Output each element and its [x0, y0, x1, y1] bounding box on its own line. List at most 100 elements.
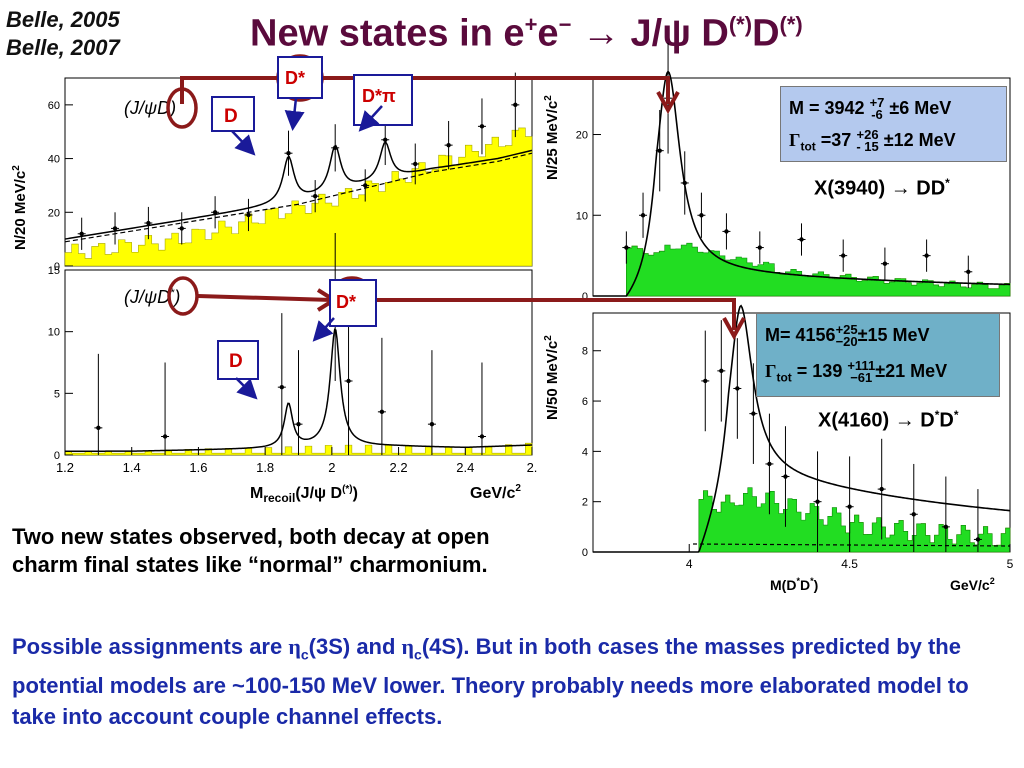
x-unit-label: GeV/c2 — [950, 576, 995, 593]
y-tick-label: 40 — [48, 154, 60, 166]
data-point — [924, 253, 929, 258]
label-box-d — [211, 96, 255, 132]
data-point — [724, 229, 729, 234]
data-point — [179, 226, 184, 231]
gamma-sub: tot — [800, 139, 816, 154]
data-point — [719, 368, 724, 374]
recoil-top-plot: 0 20 40 60 N/20 MeV/c2 (J/ψD) — [11, 72, 533, 273]
data-point — [446, 142, 451, 148]
title-sup: + — [524, 12, 538, 37]
fit-curve — [593, 304, 1011, 553]
width-line: Γtot =37 +26- 15 ±12 MeV — [789, 128, 956, 154]
y-ticks: 0 2 4 6 8 — [582, 346, 601, 559]
dd-star-mass-plot: 0 10 20 N/25 MeV/c2 — [543, 42, 1011, 303]
data-point — [624, 245, 629, 250]
recoil-bottom-plot: 0 5 10 15 1.2 1.4 1.6 1.8 2 2.2 2.4 2. Mrecoil(J/ψ… — [48, 233, 538, 505]
x4160-decay-label: X(4160) → D*D* — [818, 408, 959, 432]
circle-d-tag — [166, 87, 198, 129]
y-axis-label: N/50 MeV/c2 — [543, 335, 561, 420]
y-tick-label: 20 — [576, 130, 588, 142]
y-axis-label: N/25 MeV/c2 — [543, 95, 561, 180]
data-point — [975, 537, 981, 542]
y-tick-label: 10 — [48, 327, 60, 339]
fit-curve — [64, 140, 533, 240]
data-point — [703, 378, 708, 384]
width-errors: +26- 15 — [856, 128, 878, 153]
data-point — [799, 237, 804, 242]
credit-2007: Belle, 2007 — [6, 35, 120, 60]
data-point — [162, 434, 168, 439]
data-point — [112, 226, 118, 231]
data-point — [332, 145, 338, 151]
data-point — [847, 504, 852, 509]
title-sup: (*) — [779, 12, 803, 37]
y-ticks: 0 10 20 — [576, 130, 601, 303]
y-ticks: 0 20 40 60 — [48, 100, 73, 273]
x-tick-label: 2.4 — [456, 460, 474, 475]
data-point — [682, 180, 687, 186]
data-point — [879, 486, 884, 492]
x3940-parameters-box: M = 3942 +7 -6 ±6 MeV Γtot =37 +26- 15 ±1… — [780, 86, 1007, 162]
y-tick-label: 60 — [48, 100, 60, 112]
mass-err-down: -6 — [871, 107, 883, 122]
x-tick-label: 1.8 — [256, 460, 274, 475]
data-point — [346, 378, 351, 384]
label-dstar: D* — [285, 68, 305, 88]
label-dstar: D* — [336, 292, 356, 312]
width-value: =37 — [815, 129, 857, 150]
width-errors: +111 −61 — [847, 359, 875, 385]
circle-dstar-tag — [167, 276, 199, 316]
label-box-dstar — [277, 56, 323, 99]
data-point — [757, 245, 762, 250]
width-err-down: −61 — [850, 370, 873, 385]
signal-histogram — [698, 487, 1011, 553]
y-tick-label: 5 — [54, 388, 60, 400]
label-arrow-d — [235, 377, 258, 400]
y-tick-label: 15 — [48, 265, 60, 277]
label-arrow-dstar — [284, 97, 305, 131]
y-tick-label: 0 — [54, 261, 60, 273]
width-value: = 139 — [791, 360, 848, 381]
y-tick-label: 2 — [582, 497, 588, 509]
x-tick-label: 5 — [1007, 557, 1014, 571]
discussion-part: Possible assignments are — [12, 634, 289, 659]
x-tick-label: 1.6 — [189, 460, 207, 475]
background-histogram — [64, 442, 533, 456]
peak-labels-top: D D* D*π — [211, 56, 413, 156]
x-ticks: 4 4.5 5 — [686, 544, 1014, 571]
data-point — [246, 212, 251, 218]
mass-err-down: −20 — [835, 334, 858, 349]
data-point — [296, 421, 301, 427]
data-point — [640, 213, 646, 218]
data-point — [383, 137, 388, 142]
data-point — [657, 148, 662, 153]
label-d: D — [224, 106, 238, 127]
x-axis-label: M(D*D*) — [770, 576, 818, 593]
label-d: D — [229, 351, 243, 372]
mass-prefix: M = 3942 — [789, 97, 870, 118]
data-point — [279, 384, 285, 390]
background-fit-dashed — [692, 543, 1011, 547]
background-fit-dashed — [64, 152, 533, 243]
discussion-part: (4S). But in both cases the masses predi… — [12, 634, 969, 730]
x3940-decay-label: X(3940) → DD* — [814, 176, 950, 200]
mass-line: M = 3942 +7 -6 ±6 MeV — [789, 95, 951, 122]
mass-err-up: +7 — [869, 95, 885, 110]
data-points — [701, 320, 982, 552]
decay-tag: (J/ψD*) — [124, 287, 180, 307]
width-suffix: ±12 MeV — [878, 129, 956, 150]
title-sup: − — [558, 12, 572, 37]
data-point — [943, 524, 949, 530]
x-tick-label: 1.2 — [56, 460, 74, 475]
gamma-sub: tot — [776, 370, 792, 385]
mass-err-up: +25 — [835, 322, 858, 337]
x-tick-label: 2. — [527, 460, 538, 475]
y-tick-label: 0 — [54, 450, 60, 462]
y-axis-label: N/20 MeV/c2 — [11, 165, 29, 250]
x-tick-label: 2 — [328, 460, 335, 475]
data-point — [911, 512, 916, 517]
data-point — [479, 124, 485, 129]
mass-errors: +7 -6 — [869, 95, 885, 122]
mass-errors: +25 −20 — [835, 322, 858, 349]
data-points — [77, 72, 520, 250]
